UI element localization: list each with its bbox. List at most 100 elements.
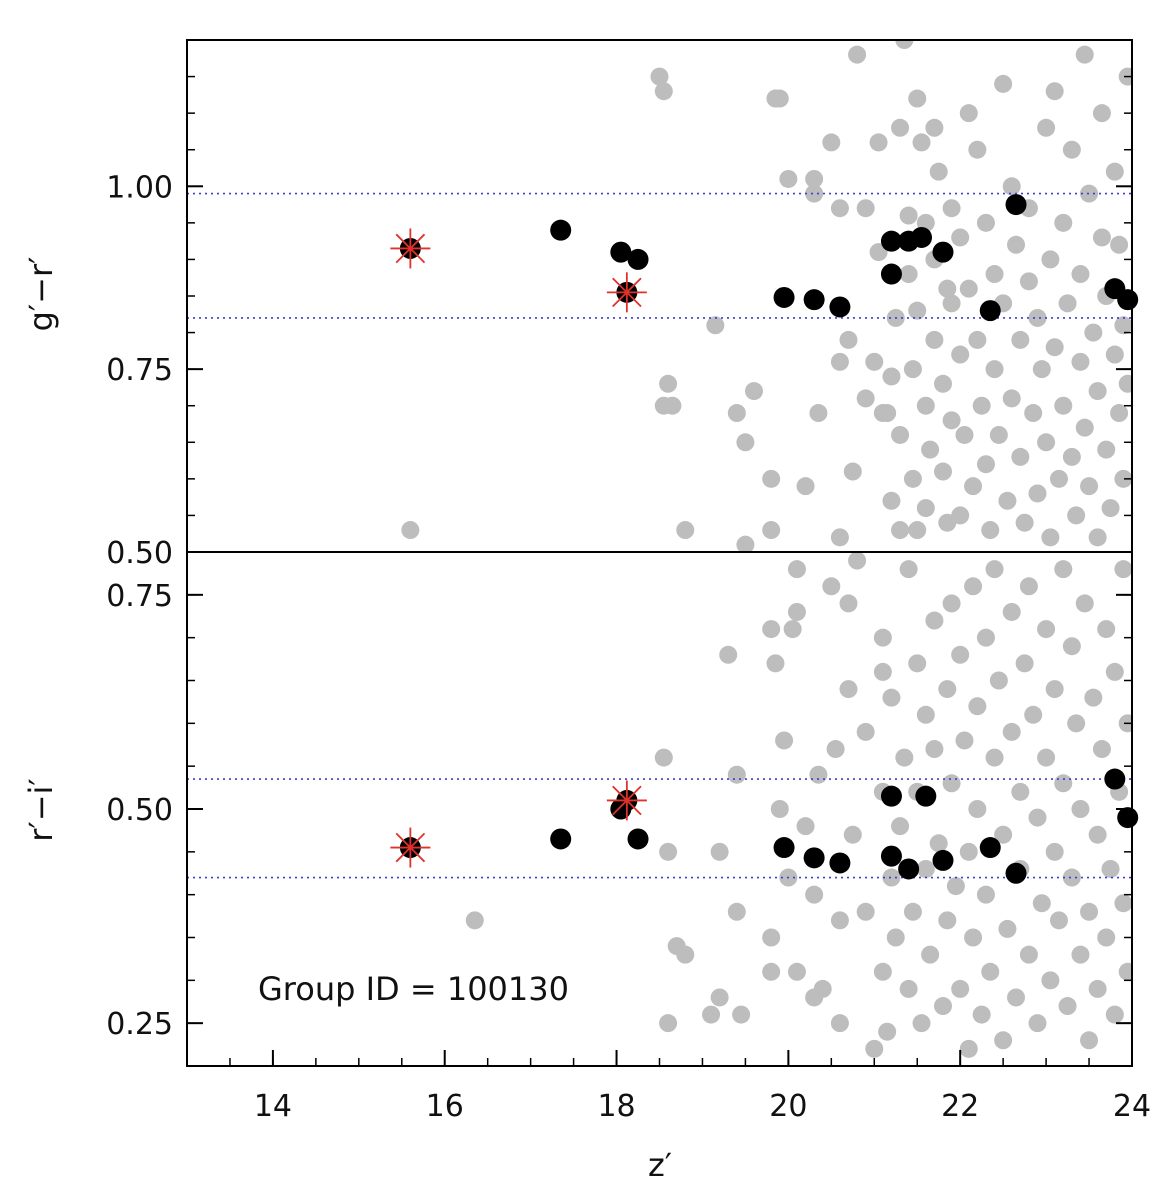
background-point xyxy=(1049,469,1068,488)
background-point xyxy=(805,885,824,904)
background-point xyxy=(1118,374,1132,393)
background-point xyxy=(968,697,987,716)
member-point xyxy=(773,837,795,859)
group-id-annotation: Group ID = 100130 xyxy=(258,970,569,1008)
background-point xyxy=(916,396,935,415)
background-point xyxy=(796,817,815,836)
background-point xyxy=(1075,418,1094,437)
x-axis-label: z′ xyxy=(648,1146,672,1184)
background-point xyxy=(856,902,875,921)
member-point xyxy=(932,241,954,263)
bcg-star-marker xyxy=(390,228,431,269)
background-point xyxy=(934,374,952,393)
member-point xyxy=(880,845,902,867)
background-point xyxy=(942,199,961,218)
y-tick-label: 0.50 xyxy=(106,536,173,571)
background-point xyxy=(1092,104,1111,123)
background-point xyxy=(1071,945,1090,964)
background-point xyxy=(813,979,832,998)
background-point xyxy=(830,352,849,371)
background-point xyxy=(762,620,781,639)
background-point xyxy=(882,367,901,386)
top-member-points xyxy=(390,194,1139,322)
bcg-star-ray xyxy=(395,832,426,863)
background-point xyxy=(727,404,746,423)
background-point xyxy=(951,979,970,998)
bcg-star-marker xyxy=(606,272,647,313)
background-point xyxy=(1054,560,1073,579)
x-tick-label: 22 xyxy=(941,1089,979,1124)
background-point xyxy=(942,594,961,613)
background-point xyxy=(1011,330,1030,349)
x-tick-label: 16 xyxy=(426,1089,464,1124)
background-point xyxy=(1058,294,1077,313)
member-point xyxy=(1005,194,1027,216)
y-tick-label: 0.50 xyxy=(106,793,173,828)
background-point xyxy=(1080,477,1099,496)
background-point xyxy=(976,628,995,647)
background-point xyxy=(994,1031,1013,1050)
background-point xyxy=(1071,265,1090,284)
member-point xyxy=(1005,862,1027,884)
background-point xyxy=(1084,688,1103,707)
background-point xyxy=(659,374,678,393)
y-tick-label: 0.25 xyxy=(106,1007,173,1042)
x-tick-label: 24 xyxy=(1113,1089,1151,1124)
background-point xyxy=(976,455,995,474)
background-point xyxy=(1032,894,1051,913)
background-point xyxy=(981,962,1000,981)
background-point xyxy=(1024,404,1043,423)
background-point xyxy=(1002,602,1021,621)
member-point xyxy=(829,852,851,874)
y-tick-label: 0.75 xyxy=(106,353,173,388)
background-point xyxy=(1080,1031,1099,1050)
background-point xyxy=(1075,594,1094,613)
background-point xyxy=(732,1005,751,1024)
background-point xyxy=(942,411,961,430)
background-point xyxy=(878,404,897,423)
background-point xyxy=(1019,272,1038,291)
background-point xyxy=(856,199,875,218)
background-point xyxy=(998,919,1017,938)
background-point xyxy=(826,740,845,759)
background-point xyxy=(942,774,961,793)
background-point xyxy=(882,868,901,887)
background-point xyxy=(959,842,978,861)
background-point xyxy=(1097,928,1116,947)
background-point xyxy=(865,352,884,371)
background-point xyxy=(1041,528,1060,547)
background-point xyxy=(869,133,888,152)
background-point xyxy=(951,345,970,364)
background-point xyxy=(1019,577,1038,596)
member-point xyxy=(610,241,632,263)
background-point xyxy=(762,469,781,488)
background-point xyxy=(1105,1005,1124,1024)
background-point xyxy=(770,800,789,818)
background-point xyxy=(783,620,802,639)
background-point xyxy=(955,425,974,444)
background-point xyxy=(921,440,940,459)
background-point xyxy=(770,89,789,108)
background-point xyxy=(968,140,987,159)
background-point xyxy=(968,800,987,818)
background-point xyxy=(1002,177,1021,196)
member-point xyxy=(932,849,954,871)
background-point xyxy=(1088,382,1107,401)
background-point xyxy=(903,902,922,921)
background-point xyxy=(989,425,1008,444)
background-point xyxy=(1062,140,1081,159)
background-point xyxy=(830,1014,849,1033)
background-point xyxy=(727,765,746,784)
background-point xyxy=(938,680,957,699)
background-point xyxy=(989,671,1008,690)
background-point xyxy=(938,911,957,930)
background-point xyxy=(998,491,1017,510)
background-point xyxy=(912,1014,931,1033)
background-point xyxy=(843,825,862,844)
background-point xyxy=(1054,213,1073,232)
background-point xyxy=(1007,988,1026,1007)
background-point xyxy=(934,997,952,1016)
background-point xyxy=(1045,82,1064,101)
background-point xyxy=(882,491,901,510)
member-point xyxy=(550,219,572,241)
